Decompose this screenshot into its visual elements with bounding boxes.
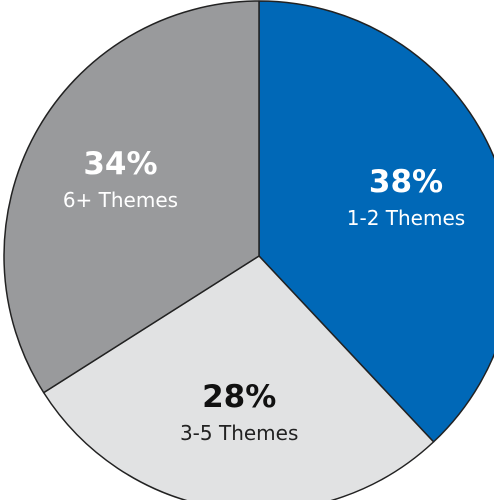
slice-percent-label: 28% bbox=[202, 379, 276, 415]
slice-category-label: 3-5 Themes bbox=[180, 421, 298, 445]
slice-category-label: 1-2 Themes bbox=[347, 206, 465, 230]
pie-slice-1-2-themes bbox=[258, 0, 494, 443]
slice-category-label: 6+ Themes bbox=[63, 188, 178, 212]
pie-slice-3-5-themes bbox=[42, 255, 435, 500]
slice-percent-label: 34% bbox=[83, 146, 157, 182]
pie-labels: 38% 1-2 Themes 28% 3-5 Themes 34% 6+ Themes bbox=[63, 146, 465, 445]
pie-slice-6-themes bbox=[3, 0, 260, 394]
pie-slices bbox=[3, 0, 494, 500]
slice-percent-label: 38% bbox=[369, 164, 443, 200]
